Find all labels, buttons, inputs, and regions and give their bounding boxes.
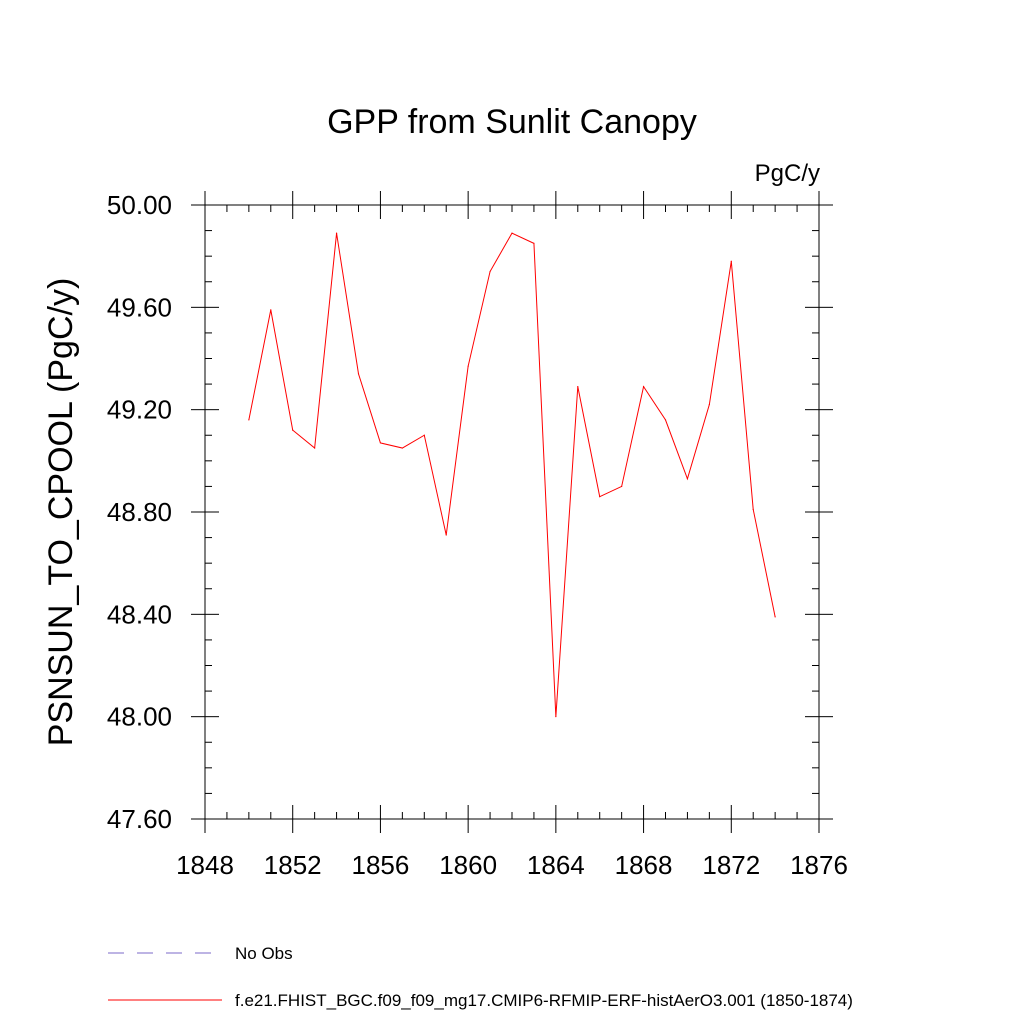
data-point — [489, 270, 491, 273]
legend: No Obs f.e21.FHIST_BGC.f09_f09_mg17.CMIP… — [108, 944, 853, 1010]
data-point — [314, 447, 316, 449]
data-point — [379, 442, 382, 444]
data-point — [664, 419, 667, 421]
data-point — [357, 373, 360, 375]
x-tick-label: 1872 — [702, 850, 760, 880]
y-tick-label: 48.40 — [107, 599, 172, 629]
legend-label-model: f.e21.FHIST_BGC.f09_f09_mg17.CMIP6-RFMIP… — [235, 991, 853, 1010]
data-point — [270, 309, 272, 311]
x-tick-label: 1868 — [615, 850, 673, 880]
plot-frame — [204, 204, 820, 820]
x-tick-label: 1876 — [790, 850, 848, 880]
units-label: PgC/y — [755, 160, 820, 187]
data-point — [335, 232, 338, 234]
data-point — [401, 447, 403, 449]
data-point — [686, 478, 689, 480]
data-point — [423, 434, 425, 436]
data-point — [511, 232, 513, 234]
x-tick-label: 1864 — [527, 850, 585, 880]
data-point — [642, 386, 645, 388]
data-point — [774, 616, 776, 618]
axis-tick-labels: 1848 1852 1856 1860 1864 1868 1872 1876 47.60 48.… — [107, 190, 848, 880]
y-axis-label: PSNSUN_TO_CPOOL (PgC/y) — [42, 278, 80, 747]
data-point — [730, 260, 732, 262]
y-tick-label: 49.20 — [107, 395, 172, 425]
x-tick-label: 1848 — [176, 850, 234, 880]
legend-label-no-obs: No Obs — [235, 944, 293, 963]
data-point — [248, 419, 250, 421]
series-line-0 — [248, 232, 776, 717]
data-point — [621, 485, 623, 488]
data-point — [752, 508, 754, 511]
data-point — [555, 716, 557, 718]
data-point — [292, 429, 294, 431]
series-layer — [248, 232, 776, 718]
data-point — [467, 365, 469, 367]
chart-title: GPP from Sunlit Canopy — [327, 103, 697, 141]
x-tick-label: 1860 — [439, 850, 497, 880]
axis-ticks — [191, 191, 833, 833]
data-point — [708, 403, 710, 406]
data-point — [577, 386, 579, 388]
data-point — [533, 242, 535, 244]
y-tick-label: 47.60 — [107, 804, 172, 834]
y-tick-label: 48.80 — [107, 497, 172, 527]
x-tick-label: 1856 — [352, 850, 410, 880]
data-point — [445, 534, 447, 536]
y-tick-label: 49.60 — [107, 292, 172, 322]
x-tick-label: 1852 — [264, 850, 322, 880]
y-tick-label: 48.00 — [107, 702, 172, 732]
data-point — [599, 496, 601, 498]
y-tick-label: 50.00 — [107, 190, 172, 220]
